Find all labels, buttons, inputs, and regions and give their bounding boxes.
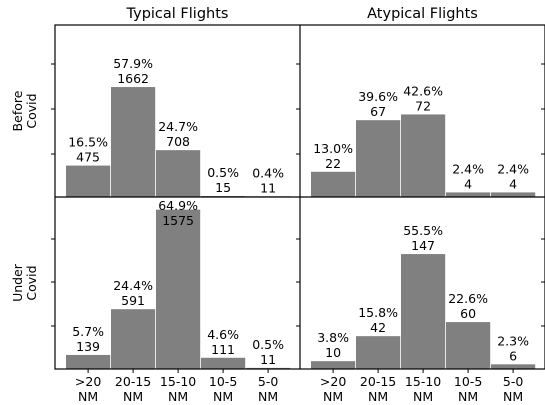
frame-layer [51,24,545,373]
x-tick-label: 20-15 [115,374,151,389]
bar-count-label: 11 [260,180,276,195]
x-tick-label: >20 [320,374,346,389]
bar-count-label: 139 [76,339,100,354]
bar-percent-label: 64.9% [158,198,198,213]
bar-1-0-3 [201,357,246,369]
bar-count-label: 147 [411,238,435,253]
bar-count-label: 6 [509,348,517,363]
bar-percent-label: 2.4% [452,161,484,176]
bar-percent-label: 0.5% [207,165,239,180]
bar-count-label: 111 [211,342,235,357]
x-tick-label: NM [413,389,433,404]
bar-count-label: 10 [325,345,341,360]
bar-percent-label: 2.3% [497,333,529,348]
bar-1-0-1 [111,309,156,369]
bar-percent-label: 57.9% [113,56,153,71]
bar-count-label: 15 [215,180,231,195]
bar-percent-label: 3.8% [317,330,349,345]
bar-0-1-0 [311,171,356,197]
bar-count-label: 4 [464,176,472,191]
bar-0-1-2 [401,114,446,197]
x-tick-label: 15-10 [160,374,196,389]
x-tick-label: NM [168,389,188,404]
x-tick-label: 15-10 [405,374,441,389]
bar-0-0-0 [66,165,111,197]
bar-percent-label: 0.5% [252,337,284,352]
bar-count-label: 42 [370,320,386,335]
bar-1-1-0 [311,361,356,369]
bar-count-label: 591 [121,293,145,308]
bar-count-label: 60 [460,306,476,321]
x-tick-label: 5-0 [258,374,278,389]
x-tick-label: NM [78,389,98,404]
bar-count-label: 22 [325,156,341,171]
bar-percent-label: 24.4% [113,278,153,293]
bar-percent-label: 39.6% [358,89,398,104]
bar-1-0-0 [66,354,111,369]
bar-count-label: 475 [76,150,100,165]
bars-layer [66,87,536,369]
bar-0-0-1 [111,87,156,197]
column-title: Typical Flights [126,6,229,22]
x-tick-label: NM [368,389,388,404]
x-tick-label: NM [123,389,143,404]
row-label: Before Covid [10,90,39,131]
bar-count-label: 67 [370,104,386,119]
row-label: Under Covid [10,263,39,302]
bar-percent-label: 4.6% [207,327,239,342]
bar-percent-label: 13.0% [313,141,353,156]
bar-1-1-2 [401,254,446,369]
bar-percent-label: 5.7% [72,324,104,339]
bar-count-label: 1575 [162,213,194,228]
bar-0-0-2 [156,150,201,197]
bar-count-label: 11 [260,352,276,367]
bar-percent-label: 16.5% [68,135,108,150]
bar-1-1-1 [356,336,401,369]
x-tick-label: 10-5 [454,374,482,389]
bar-count-label: 1662 [117,71,149,86]
bar-0-1-4 [491,192,536,197]
x-tick-label: NM [458,389,478,404]
bar-count-label: 72 [415,98,431,113]
bar-1-1-4 [491,364,536,369]
x-tick-label: NM [213,389,233,404]
bar-percent-label: 55.5% [403,223,443,238]
x-tick-label: NM [258,389,278,404]
bar-percent-label: 24.7% [158,119,198,134]
bar-0-1-1 [356,120,401,197]
bar-count-label: 4 [509,176,517,191]
bar-count-label: 708 [166,134,190,149]
bar-percent-label: 15.8% [358,305,398,320]
x-tick-label: 20-15 [360,374,396,389]
bar-0-1-3 [446,192,491,197]
bar-percent-label: 2.4% [497,161,529,176]
row-label-line: Covid [24,265,39,300]
bar-1-1-3 [446,322,491,369]
x-tick-label: 10-5 [209,374,237,389]
x-tick-label: >20 [75,374,101,389]
bar-1-0-2 [156,209,201,369]
row-label-line: Covid [24,93,39,128]
bar-percent-label: 0.4% [252,165,284,180]
column-title: Atypical Flights [367,6,478,22]
x-tick-label: NM [503,389,523,404]
x-tick-label: NM [323,389,343,404]
row-label-line: Before [10,90,25,131]
row-label-line: Under [10,263,25,302]
x-tick-label: 5-0 [503,374,523,389]
text-layer: 16.5%47557.9%166224.7%7080.5%150.4%1113.… [10,6,529,404]
bar-percent-label: 22.6% [448,291,488,306]
bar-percent-label: 42.6% [403,83,443,98]
